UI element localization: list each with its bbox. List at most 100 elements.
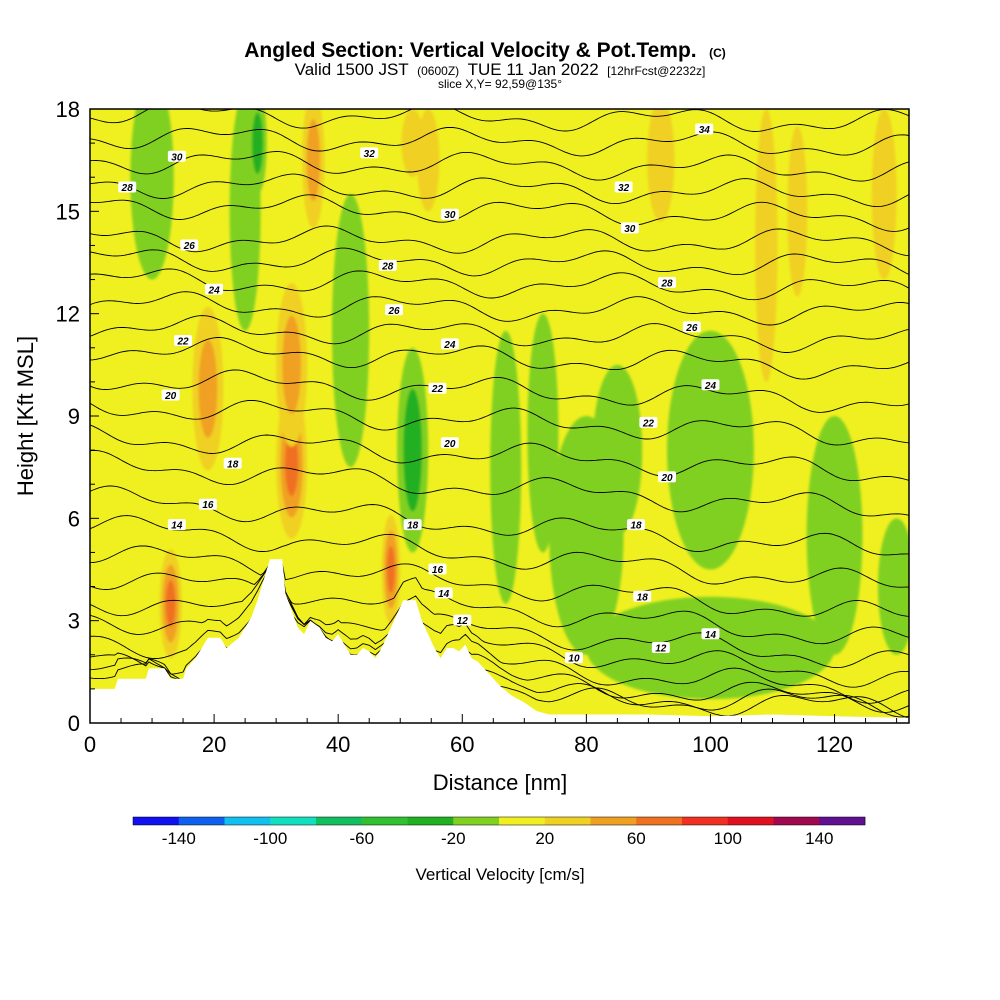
contour-label-text: 22 xyxy=(431,384,444,395)
colorbar-frame xyxy=(132,816,866,826)
theta-contour-line xyxy=(90,424,909,482)
valid-time: Valid 1500 JST xyxy=(295,60,409,79)
theta-contour-line xyxy=(90,126,909,157)
theta-contour-line xyxy=(90,545,909,617)
colorbar-tick-label: -100 xyxy=(253,829,287,848)
colorbar-tick-label: 60 xyxy=(627,829,646,848)
contour-label-text: 14 xyxy=(705,630,717,641)
velocity-cell xyxy=(285,431,299,496)
y-tick-label: 9 xyxy=(68,404,80,429)
y-tick-label: 18 xyxy=(56,97,80,122)
contour-label-bg xyxy=(167,150,186,162)
y-tick-label: 3 xyxy=(68,609,80,634)
contour-label-text: 14 xyxy=(438,589,450,600)
velocity-cell xyxy=(282,315,301,414)
contour-label-bg xyxy=(174,334,193,346)
x-tick-label: 60 xyxy=(450,732,474,757)
theta-contour-line xyxy=(90,194,909,232)
valid-utc: (0600Z) xyxy=(417,64,459,78)
theta-contour-line xyxy=(90,369,909,413)
contour-label: 18 xyxy=(627,519,645,532)
velocity-cell xyxy=(416,109,440,212)
contour-label-text: 22 xyxy=(642,418,655,429)
contour-label-text: 18 xyxy=(630,521,642,532)
velocity-cell xyxy=(667,330,754,570)
contour-label: 28 xyxy=(658,276,677,289)
contour-label-text: 28 xyxy=(660,278,673,289)
contour-label-bg xyxy=(403,519,422,531)
theta-contour-line xyxy=(90,567,909,688)
contour-label: 14 xyxy=(701,628,720,641)
contour-label-text: 30 xyxy=(444,210,456,221)
contour-label: 12 xyxy=(651,641,670,654)
colorbar-swatch xyxy=(590,817,637,825)
velocity-cell xyxy=(165,580,176,628)
y-tick-label: 15 xyxy=(56,199,80,224)
velocity-cell xyxy=(198,339,218,438)
colorbar-swatch xyxy=(270,817,317,825)
contour-label-text: 20 xyxy=(660,473,673,484)
contour-label: 32 xyxy=(614,181,633,194)
colorbar-swatch xyxy=(407,817,454,825)
contour-label-text: 14 xyxy=(171,521,183,532)
contour-label-text: 34 xyxy=(699,125,711,136)
theta-contour-line xyxy=(90,399,909,446)
contour-label-text: 24 xyxy=(208,285,221,296)
contour-label-text: 26 xyxy=(685,323,698,334)
colorbar-tick-label: 20 xyxy=(535,829,554,848)
colorbar-tick-label: 140 xyxy=(805,829,833,848)
contour-label-bg xyxy=(223,457,242,469)
contour-label-bg xyxy=(428,382,447,394)
contour-label-bg xyxy=(198,498,217,510)
contour-label-bg xyxy=(658,471,677,483)
contour-label-bg xyxy=(627,519,645,531)
contour-label: 30 xyxy=(440,208,459,221)
theta-contour-line xyxy=(90,173,909,208)
y-tick-label: 0 xyxy=(68,711,80,736)
velocity-cell xyxy=(490,330,522,604)
contour-label-text: 12 xyxy=(655,643,667,654)
contour-label: 22 xyxy=(174,334,193,347)
contour-label-bg xyxy=(385,304,404,316)
terrain xyxy=(90,559,909,723)
contour-label-bg xyxy=(167,519,186,531)
contour-label: 24 xyxy=(205,283,224,296)
velocity-cell xyxy=(755,109,778,382)
chart-subtitle: Valid 1500 JST (0600Z) TUE 11 Jan 2022 [… xyxy=(295,60,706,79)
contour-label-bg xyxy=(360,147,379,159)
x-tick-label: 40 xyxy=(326,732,350,757)
colorbar-swatch xyxy=(819,817,866,825)
contour-label-bg xyxy=(701,628,720,640)
x-tick-label: 120 xyxy=(816,732,853,757)
velocity-cell xyxy=(130,109,174,280)
contour-label-text: 26 xyxy=(183,241,196,252)
contour-label: 14 xyxy=(434,587,453,600)
theta-contour-line xyxy=(90,247,909,277)
velocity-cell xyxy=(806,416,863,655)
contour-label-bg xyxy=(614,181,633,193)
chart-title: Angled Section: Vertical Velocity & Pot.… xyxy=(244,39,726,62)
contour-label: 22 xyxy=(428,382,447,395)
y-tick-label: 6 xyxy=(68,506,80,531)
contour-label: 34 xyxy=(695,123,714,136)
theta-contour-line xyxy=(90,109,909,132)
plot-area: 34 32 32 30 30 30 28 28 28 26 26 26 24 24 24 22 22 22 20 20… xyxy=(90,109,909,723)
contour-label-bg xyxy=(378,259,397,271)
contour-label-bg xyxy=(564,652,583,664)
contour-label-bg xyxy=(633,590,652,602)
contour-label: 20 xyxy=(440,437,459,450)
x-axis-label: Distance [nm] xyxy=(433,770,568,795)
velocity-cell xyxy=(592,364,643,536)
contour-label-bg xyxy=(695,123,714,135)
colorbar-swatch xyxy=(316,817,363,825)
theta-contour-line xyxy=(90,565,909,645)
contour-label-bg xyxy=(118,181,137,193)
colorbar-tick-label: -140 xyxy=(162,829,196,848)
x-tick-label: 80 xyxy=(574,732,598,757)
colorbar-swatch xyxy=(133,817,180,825)
x-tick-label: 20 xyxy=(202,732,226,757)
contour-label-text: 20 xyxy=(164,391,177,402)
velocity-cell xyxy=(386,546,395,593)
colorbar-swatch xyxy=(544,817,591,825)
contour-label-bg xyxy=(701,379,720,391)
